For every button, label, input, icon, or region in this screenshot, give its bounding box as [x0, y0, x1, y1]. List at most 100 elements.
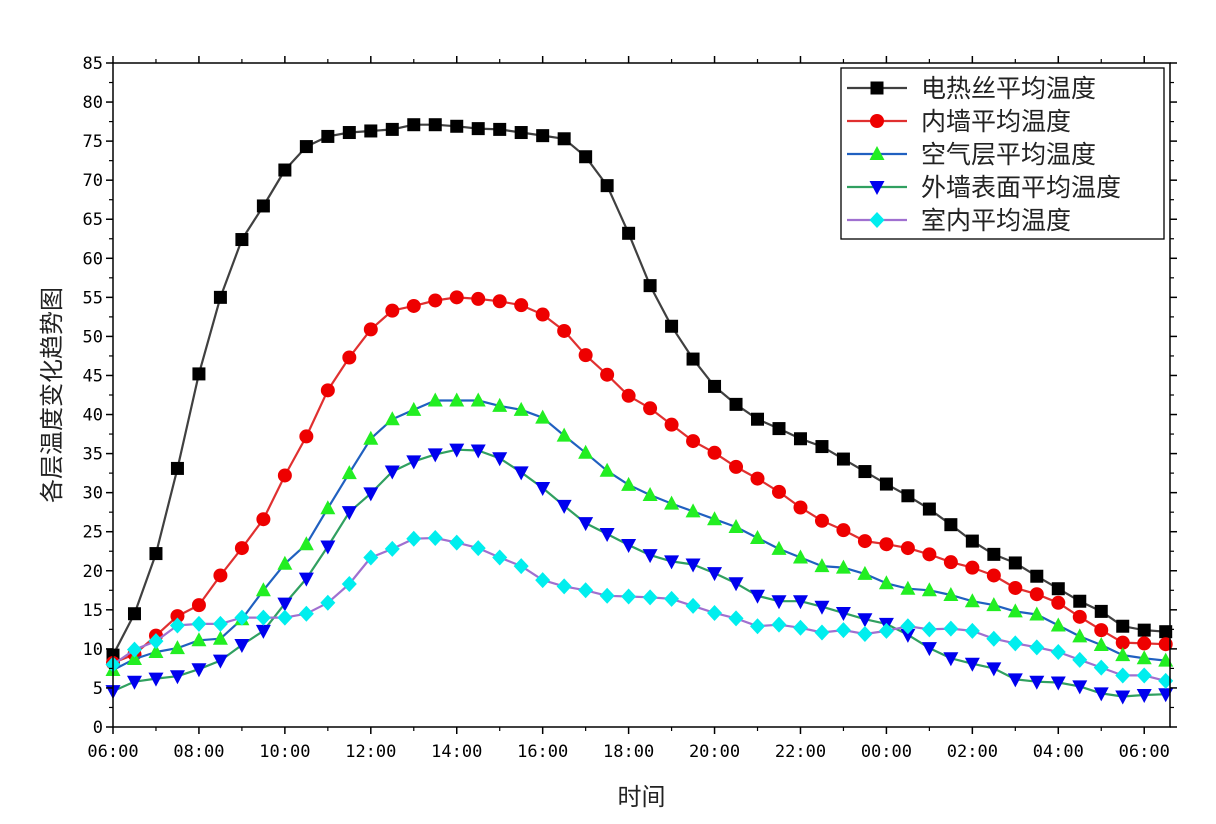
data-point [836, 452, 850, 466]
y-tick-label: 20 [83, 562, 103, 582]
data-point [986, 568, 1001, 583]
y-tick-label: 35 [83, 445, 103, 465]
data-point [835, 559, 851, 574]
data-point [127, 607, 141, 621]
x-tick-label: 14:00 [431, 742, 482, 762]
data-point [449, 534, 465, 551]
data-point [1072, 680, 1088, 695]
data-point [900, 580, 916, 595]
data-point [406, 455, 422, 470]
data-point [664, 495, 680, 510]
data-point [578, 444, 594, 459]
data-point [1051, 582, 1065, 596]
data-point [406, 298, 421, 313]
x-tick-label: 06:00 [87, 742, 138, 762]
data-point [707, 604, 723, 621]
data-point [750, 589, 766, 604]
data-point [986, 662, 1002, 677]
legend-item: 外墙表面平均温度 [847, 173, 1121, 202]
data-point [814, 558, 830, 573]
y-tick-label: 5 [93, 679, 103, 699]
data-point [341, 465, 357, 480]
data-point [599, 587, 615, 604]
data-point [428, 293, 443, 308]
data-point [212, 615, 228, 632]
data-point [191, 598, 206, 613]
data-point [384, 411, 400, 426]
data-point [407, 118, 421, 132]
legend-label: 外墙表面平均温度 [921, 173, 1121, 202]
data-point [191, 632, 207, 647]
data-point [1007, 635, 1023, 652]
x-tick-label: 00:00 [861, 742, 912, 762]
data-point [1050, 676, 1066, 691]
data-point [729, 459, 744, 474]
data-point [278, 163, 292, 177]
data-point [169, 640, 185, 655]
data-point [1030, 569, 1044, 583]
data-point [665, 319, 679, 333]
data-point [621, 476, 637, 491]
x-axis-title: 时间 [618, 783, 666, 811]
data-point [685, 597, 701, 614]
data-point [578, 348, 593, 363]
data-point [878, 575, 894, 590]
data-point [922, 502, 936, 516]
data-point [599, 462, 615, 477]
data-point [771, 595, 787, 610]
data-point [643, 279, 657, 293]
y-tick-label: 25 [83, 523, 103, 543]
data-point [341, 506, 357, 521]
data-point [578, 517, 594, 532]
data-point [126, 641, 142, 658]
series-layer [105, 118, 1174, 705]
data-point [900, 541, 915, 556]
data-point [277, 609, 293, 626]
x-tick-label: 12:00 [345, 742, 396, 762]
data-point [384, 465, 400, 480]
data-point [492, 397, 508, 412]
data-point [513, 401, 529, 416]
y-tick-label: 80 [83, 93, 103, 113]
x-tick-label: 20:00 [689, 742, 740, 762]
data-point [213, 290, 227, 304]
x-tick-label: 16:00 [517, 742, 568, 762]
data-point [728, 577, 744, 592]
y-axis-title: 各层温度变化趋势图 [38, 287, 66, 503]
data-point [298, 605, 314, 622]
data-point [406, 530, 422, 547]
data-point [1136, 650, 1152, 665]
data-point [1029, 606, 1045, 621]
data-point [536, 129, 550, 143]
data-point [1050, 644, 1066, 661]
data-point [148, 633, 164, 650]
data-point [1051, 595, 1066, 610]
data-point [858, 465, 872, 479]
data-point [277, 468, 292, 483]
data-point [427, 529, 443, 546]
legend-swatch-marker [870, 81, 884, 95]
data-point [835, 622, 851, 639]
data-point [686, 352, 700, 366]
y-tick-label: 40 [83, 406, 103, 426]
y-tick-label: 60 [83, 249, 103, 269]
data-point [1136, 688, 1152, 703]
data-point [1072, 609, 1087, 624]
data-point [363, 430, 379, 445]
data-point [728, 610, 744, 627]
data-point [212, 630, 228, 645]
data-point [191, 663, 207, 678]
data-point [384, 540, 400, 557]
data-point [751, 412, 765, 426]
data-point [363, 487, 379, 502]
y-tick-label: 50 [83, 327, 103, 347]
y-tick-label: 15 [83, 601, 103, 621]
data-point [642, 486, 658, 501]
tick-layer: 0 5 10 15 20 25 30 35 40 45 50 55 60 65 70 75 80 85 06:00 0… [83, 54, 1177, 762]
data-point [234, 638, 250, 653]
data-point [363, 549, 379, 566]
data-point [514, 298, 529, 313]
data-point [900, 618, 916, 635]
data-point [449, 443, 465, 458]
